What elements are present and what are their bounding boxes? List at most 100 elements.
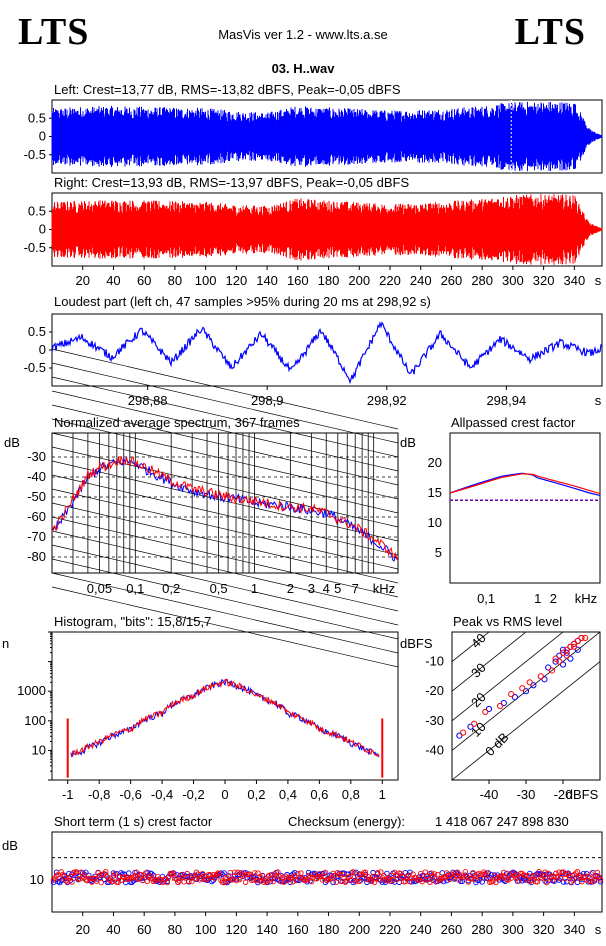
- stc-point-right: [130, 874, 137, 880]
- stc-point-right: [588, 871, 594, 877]
- stc-point-right: [192, 875, 198, 881]
- spectrum-ytick-label: -80: [27, 549, 46, 564]
- pvr-ytick-label: -30: [425, 713, 444, 728]
- stc-point-right: [579, 878, 585, 885]
- stc-point-right: [427, 879, 433, 885]
- stc-point-right: [441, 875, 447, 881]
- stc-point-right: [570, 877, 576, 883]
- spectrum-slope-line: [51, 572, 399, 654]
- pvr-point-left: [559, 661, 567, 668]
- stc-point-right: [394, 876, 401, 882]
- right-xtick-label: 40: [106, 273, 120, 288]
- stc-point-right: [66, 875, 72, 882]
- right-xtick-label: 80: [168, 273, 182, 288]
- stc-checksum-value: 1 418 067 247 898 830: [435, 814, 569, 829]
- stc-xtick-label: 200: [348, 922, 370, 937]
- stc-ytick-label: 10: [30, 872, 44, 887]
- spectrum-xtick-label: 2: [287, 581, 294, 596]
- stc-point-right: [259, 873, 266, 879]
- stc-point-right: [138, 872, 144, 878]
- stc-xtick-label: 340: [563, 922, 585, 937]
- pvr-point-left: [563, 649, 570, 656]
- pvr-crest-diagonal: [451, 631, 564, 722]
- pvr-title: Peak vs RMS level: [453, 614, 562, 629]
- histogram-xtick-label: 0,2: [247, 787, 265, 802]
- stc-point-right: [322, 869, 329, 876]
- stc-point-right: [454, 869, 461, 875]
- stc-point-right: [98, 879, 104, 886]
- histogram-ytick-label: 100: [24, 713, 46, 728]
- stc-xtick-label: 320: [533, 922, 555, 937]
- stc-point-right: [127, 876, 134, 882]
- stc-xtick-label: 20: [75, 922, 89, 937]
- pvr-point-left: [485, 705, 493, 713]
- stc-point-right: [110, 872, 117, 879]
- stc-point-right: [333, 879, 339, 885]
- stc-xtick-label: 280: [471, 922, 493, 937]
- stc-point-right: [582, 874, 588, 880]
- stc-point-right: [368, 878, 375, 885]
- histogram-xtick-label: -0,6: [119, 787, 141, 802]
- stc-point-right: [376, 876, 382, 883]
- stc-point-right: [397, 870, 404, 877]
- stc-point-right: [490, 878, 496, 884]
- pvr-point-left: [541, 676, 548, 683]
- stc-point-right: [236, 876, 243, 883]
- pvr-xunit: dBFS: [566, 787, 599, 802]
- stc-point-right: [543, 879, 550, 886]
- pvr-point-left: [467, 723, 474, 730]
- stc-xtick-label: 140: [256, 922, 278, 937]
- stc-point-right: [132, 872, 138, 879]
- stc-point-right: [112, 871, 118, 877]
- stc-point-right: [390, 877, 396, 884]
- stc-point-right: [302, 877, 309, 884]
- stc-point-right: [548, 874, 555, 880]
- right-xtick-label: 60: [137, 273, 151, 288]
- pvr-diagonal-label: 30: [468, 660, 489, 681]
- stc-point-right: [341, 871, 347, 878]
- stc-point-right: [434, 871, 441, 878]
- spectrum-slope-line: [51, 474, 399, 556]
- histogram-xtick-label: -0,2: [182, 787, 204, 802]
- pvr-point-right: [519, 685, 526, 692]
- pvr-point-left: [567, 655, 574, 662]
- left-ytick-label: -0.5: [24, 147, 46, 162]
- stc-point-left: [413, 878, 419, 884]
- stc-point-right: [493, 879, 499, 886]
- stc-xunit: s: [595, 922, 602, 937]
- crest-xunit: kHz: [575, 591, 597, 606]
- stc-point-right: [189, 878, 195, 885]
- stc-point-right: [264, 879, 270, 885]
- spectrum-xtick-label: 1: [251, 581, 258, 596]
- stc-point-right: [462, 869, 469, 875]
- spectrum-xtick-label: 0,1: [126, 581, 144, 596]
- stc-point-right: [586, 878, 593, 885]
- loudest-ytick-label: 0: [39, 342, 46, 357]
- spectrum-slope-line: [51, 586, 399, 668]
- stc-point-right: [574, 869, 581, 875]
- spectrum-slope-line: [51, 348, 399, 430]
- histogram-xtick-label: 0,4: [279, 787, 297, 802]
- stc-point-right: [471, 876, 478, 882]
- loudest-xtick-label: 298,94: [486, 393, 526, 408]
- pvr-point-right: [508, 691, 515, 698]
- histogram-title: Histogram, "bits": 15,8/15,7: [54, 614, 211, 629]
- stc-point-right: [255, 870, 261, 876]
- stc-point-right: [516, 878, 522, 884]
- stc-xtick-label: 160: [287, 922, 309, 937]
- histogram-xtick-label: 1: [379, 787, 386, 802]
- right-xtick-label: 280: [471, 273, 493, 288]
- stc-point-right: [184, 870, 190, 877]
- spectrum-slope-line: [51, 488, 399, 570]
- stc-point-right: [315, 873, 321, 880]
- pvr-diagonal-label: 20: [468, 689, 489, 710]
- pvr-point-left: [500, 699, 507, 707]
- pvr-point-left: [522, 688, 530, 695]
- pvr-point-left: [456, 732, 463, 739]
- pvr-point-left: [574, 646, 581, 653]
- stc-point-right: [235, 869, 241, 876]
- pvr-crest-diagonal: [451, 631, 490, 662]
- stc-point-right: [571, 871, 578, 878]
- spectrum-slope-line: [51, 530, 399, 612]
